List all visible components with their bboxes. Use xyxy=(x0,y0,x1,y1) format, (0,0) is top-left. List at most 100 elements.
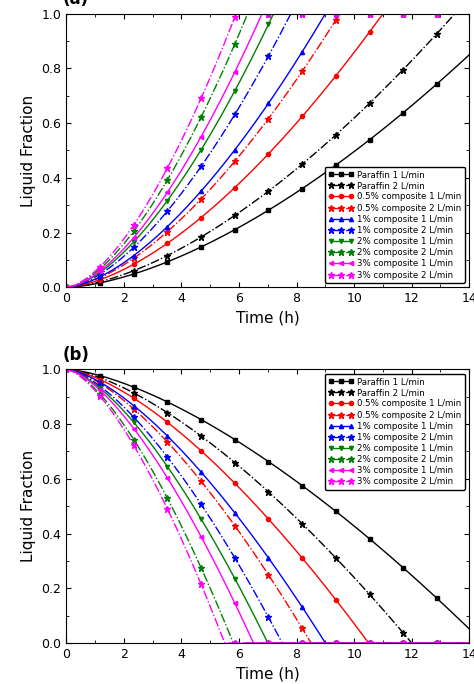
3% composite 1 L/min xyxy=(430,639,436,647)
3% composite 2 L/min xyxy=(311,10,317,18)
Line: Paraffin 1 L/min: Paraffin 1 L/min xyxy=(64,53,471,289)
1% composite 2 L/min xyxy=(305,10,310,18)
Line: 0.5% composite 1 L/min: 0.5% composite 1 L/min xyxy=(64,367,471,645)
Y-axis label: Liquid Fraction: Liquid Fraction xyxy=(21,94,36,207)
2% composite 1 L/min xyxy=(404,639,410,647)
1% composite 1 L/min xyxy=(65,283,71,291)
Paraffin 1 L/min xyxy=(310,490,316,498)
Paraffin 2 L/min xyxy=(403,63,409,71)
0.5% composite 2 L/min xyxy=(311,639,317,647)
3% composite 2 L/min xyxy=(65,283,71,291)
1% composite 2 L/min xyxy=(303,10,309,18)
0.5% composite 1 L/min xyxy=(404,10,410,18)
2% composite 2 L/min xyxy=(466,10,472,18)
2% composite 2 L/min xyxy=(430,639,436,647)
1% composite 1 L/min xyxy=(302,43,308,51)
Text: (b): (b) xyxy=(63,346,89,364)
Line: 2% composite 1 L/min: 2% composite 1 L/min xyxy=(64,12,471,289)
0.5% composite 1 L/min xyxy=(430,639,436,647)
1% composite 2 L/min xyxy=(466,10,472,18)
2% composite 1 L/min xyxy=(271,10,277,18)
Line: 3% composite 1 L/min: 3% composite 1 L/min xyxy=(64,12,471,289)
2% composite 1 L/min xyxy=(466,10,472,18)
2% composite 2 L/min xyxy=(65,365,71,373)
0.5% composite 1 L/min xyxy=(466,639,472,647)
3% composite 1 L/min xyxy=(251,639,256,647)
1% composite 2 L/min xyxy=(305,639,310,647)
2% composite 1 L/min xyxy=(65,283,71,291)
Line: 3% composite 2 L/min: 3% composite 2 L/min xyxy=(63,366,473,646)
0.5% composite 1 L/min xyxy=(466,10,472,18)
2% composite 1 L/min xyxy=(65,365,71,373)
3% composite 2 L/min xyxy=(305,10,310,18)
3% composite 2 L/min xyxy=(430,10,436,18)
1% composite 2 L/min xyxy=(466,639,472,647)
X-axis label: Time (h): Time (h) xyxy=(236,311,300,326)
2% composite 2 L/min xyxy=(311,639,317,647)
2% composite 2 L/min xyxy=(311,10,317,18)
0.5% composite 1 L/min xyxy=(404,639,410,647)
3% composite 1 L/min xyxy=(64,283,69,291)
1% composite 2 L/min xyxy=(311,10,317,18)
Paraffin 2 L/min xyxy=(302,523,308,531)
Paraffin 2 L/min xyxy=(302,158,308,166)
1% composite 2 L/min xyxy=(311,639,317,647)
0.5% composite 1 L/min xyxy=(380,10,386,18)
3% composite 1 L/min xyxy=(305,639,310,647)
3% composite 2 L/min xyxy=(311,639,317,647)
0.5% composite 2 L/min xyxy=(337,10,343,18)
Paraffin 1 L/min xyxy=(303,484,309,492)
Paraffin 2 L/min xyxy=(453,10,459,18)
1% composite 1 L/min xyxy=(466,10,472,18)
Line: 0.5% composite 2 L/min: 0.5% composite 2 L/min xyxy=(63,10,473,291)
2% composite 2 L/min xyxy=(466,639,472,647)
Paraffin 1 L/min xyxy=(303,182,309,190)
Paraffin 1 L/min xyxy=(64,283,69,291)
1% composite 2 L/min xyxy=(303,639,309,647)
Paraffin 1 L/min xyxy=(403,566,409,575)
Paraffin 2 L/min xyxy=(410,639,416,647)
1% composite 1 L/min xyxy=(302,607,308,615)
Y-axis label: Liquid Fraction: Liquid Fraction xyxy=(21,450,36,562)
Line: 2% composite 2 L/min: 2% composite 2 L/min xyxy=(63,366,473,646)
0.5% composite 2 L/min xyxy=(64,283,69,291)
2% composite 2 L/min xyxy=(305,10,310,18)
2% composite 2 L/min xyxy=(246,10,251,18)
2% composite 1 L/min xyxy=(466,639,472,647)
1% composite 1 L/min xyxy=(64,365,69,373)
3% composite 1 L/min xyxy=(466,10,472,18)
0.5% composite 1 L/min xyxy=(65,365,71,373)
0.5% composite 2 L/min xyxy=(430,10,436,18)
Paraffin 2 L/min xyxy=(310,151,316,159)
0.5% composite 2 L/min xyxy=(404,639,410,647)
3% composite 2 L/min xyxy=(404,10,410,18)
1% composite 1 L/min xyxy=(404,639,410,647)
2% composite 2 L/min xyxy=(404,639,410,647)
Line: 1% composite 1 L/min: 1% composite 1 L/min xyxy=(64,367,471,645)
3% composite 2 L/min xyxy=(466,10,472,18)
1% composite 1 L/min xyxy=(310,620,316,628)
Paraffin 2 L/min xyxy=(428,36,434,44)
Text: (a): (a) xyxy=(63,0,89,8)
2% composite 2 L/min xyxy=(64,365,69,373)
Paraffin 2 L/min xyxy=(303,157,309,165)
Paraffin 2 L/min xyxy=(65,283,71,291)
0.5% composite 2 L/min xyxy=(466,10,472,18)
3% composite 1 L/min xyxy=(65,365,71,373)
1% composite 2 L/min xyxy=(289,10,294,18)
2% composite 1 L/min xyxy=(303,639,309,647)
Paraffin 1 L/min xyxy=(65,365,71,373)
1% composite 2 L/min xyxy=(64,283,69,291)
3% composite 1 L/min xyxy=(311,10,317,18)
Line: Paraffin 1 L/min: Paraffin 1 L/min xyxy=(64,367,471,631)
1% composite 1 L/min xyxy=(65,365,71,373)
3% composite 1 L/min xyxy=(305,10,310,18)
3% composite 1 L/min xyxy=(466,639,472,647)
3% composite 2 L/min xyxy=(430,639,436,647)
3% composite 1 L/min xyxy=(303,10,309,18)
3% composite 1 L/min xyxy=(64,365,69,373)
1% composite 1 L/min xyxy=(303,609,309,617)
2% composite 2 L/min xyxy=(231,639,237,647)
Paraffin 1 L/min xyxy=(302,484,308,492)
3% composite 1 L/min xyxy=(404,10,410,18)
